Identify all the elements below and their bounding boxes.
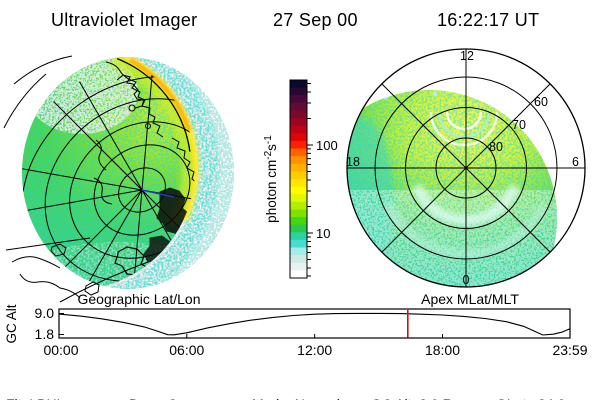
status-col-filter: Flt: LBHL IP: 36.0: [6, 362, 64, 400]
door-value: Door: Open: [129, 396, 201, 400]
colorbar: 100 10 photon cm-2s-1: [263, 79, 338, 279]
polar-outer-circle: [346, 48, 586, 288]
gc-alt-value: GC Alt: 8.9 Re: [371, 396, 460, 400]
mlt-6-label: 6: [572, 155, 579, 169]
status-col-mode: Mode: Normal Dsp: 4.8: [252, 362, 340, 400]
xtick-1800: 18:00: [425, 342, 460, 358]
mlt-18-label: 18: [346, 155, 360, 169]
timeline-box: [58, 308, 571, 339]
mlt-12-label: 12: [460, 49, 474, 63]
polar-data: [347, 90, 557, 287]
left-panel-caption: Geographic Lat/Lon: [78, 291, 201, 307]
geographic-image: [3, 55, 234, 303]
colorbar-tick-100: 100: [316, 138, 338, 153]
airglow-band-cyan: [22, 57, 220, 289]
orbit-track-marker: [141, 189, 175, 198]
limb-orange-core: [129, 58, 191, 131]
mlat-70-label: 70: [512, 118, 526, 132]
glat-value: GLat: 84.0: [496, 396, 569, 400]
right-panel-caption: Apex MLat/MLT: [421, 291, 519, 307]
map-extension-lines: [3, 55, 149, 303]
mlat-80-label: 80: [489, 140, 503, 154]
colorbar-tick-10: 10: [316, 226, 330, 241]
mlat-60-label: 60: [534, 95, 548, 109]
colorbar-ticks: [307, 83, 313, 277]
xtick-0000: 00:00: [43, 342, 78, 358]
colorbar-border: [289, 79, 308, 279]
timeline-axis-ticks: [59, 313, 443, 338]
edge-ring-artifacts: [429, 111, 499, 147]
ytick-1.8: 1.8: [35, 326, 55, 342]
xtick-2359: 23:59: [552, 342, 587, 358]
polar-labels: 12 18 6 0 60 70 80: [346, 49, 579, 287]
xtick-0600: 06:00: [169, 342, 204, 358]
mlt-0-label: 0: [463, 273, 470, 287]
timeline-ylabel: GC Alt: [4, 304, 19, 343]
time-label: 16:22:17 UT: [437, 10, 540, 30]
date-label: 27 Sep 00: [273, 10, 358, 30]
filter-value: Flt: LBHL: [6, 396, 64, 400]
xtick-1200: 12:00: [297, 342, 332, 358]
timeline-xticks: 00:00 06:00 12:00 18:00 23:59: [43, 342, 587, 358]
mode-value: Mode: Normal: [252, 396, 340, 400]
colorbar-units-label: photon cm-2s-1: [263, 135, 279, 223]
ytick-9: 9.0: [35, 305, 55, 321]
polar-grid: [347, 49, 585, 287]
app-title: Ultraviolet Imager: [51, 10, 198, 30]
gc-alt-curve: [58, 312, 571, 336]
terminator-line: [116, 57, 191, 152]
status-col-gcalt: GC Alt: 8.9 Re Seq: 39: [371, 362, 460, 400]
colorbar-steps: [290, 80, 307, 279]
gc-alt-timeline: Geographic Lat/Lon Apex MLat/MLT 9.0 1.8…: [4, 291, 588, 358]
apex-polar-plot: 12 18 6 0 60 70 80: [346, 48, 586, 288]
status-col-glat: GLat: 84.0 GLon: 48.3: [496, 362, 569, 400]
airglow-band-pale: [22, 57, 234, 289]
status-col-door: Door: Open Gain: 13: [129, 362, 201, 400]
